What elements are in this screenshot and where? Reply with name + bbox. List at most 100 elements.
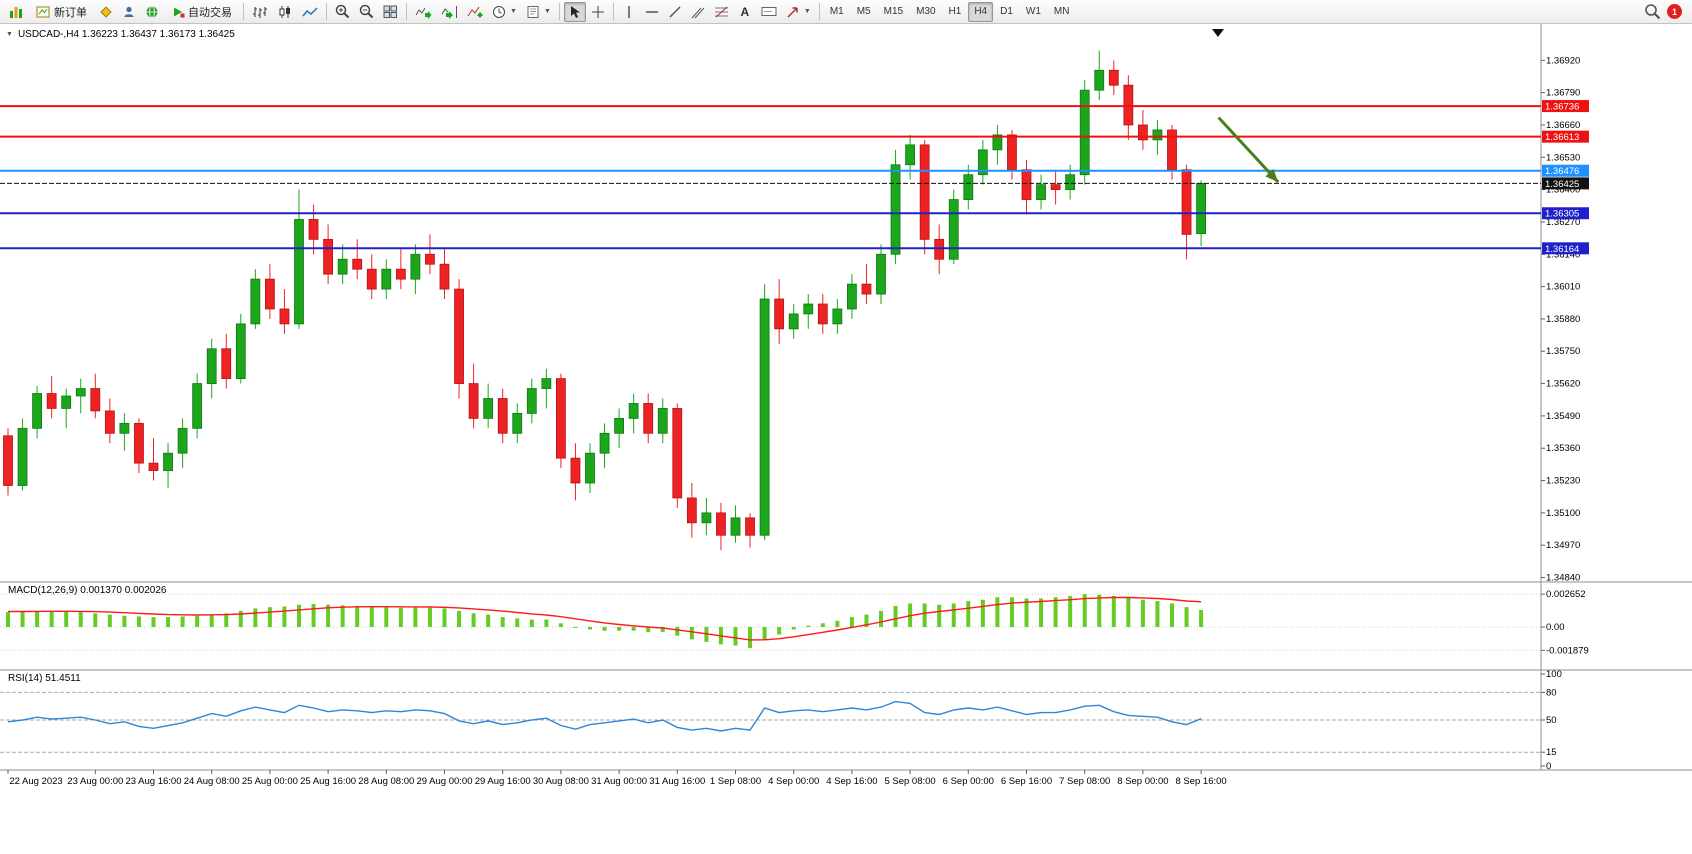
crosshair-tool-button[interactable] [587,2,609,22]
candle-body [206,348,217,384]
candle-body [497,398,508,434]
price-line-label-box [1542,207,1589,220]
macd-histogram-bar [762,627,767,640]
candlestick-chart-icon [279,5,290,18]
tile-windows-button[interactable] [379,2,402,22]
indicators-button[interactable] [463,2,487,22]
macd-histogram-bar [1009,597,1014,627]
time-axis-label: 31 Aug 00:00 [591,776,647,787]
community-button[interactable] [141,2,163,22]
macd-histogram-bar [980,599,985,627]
macd-histogram-bar [471,613,476,627]
candle-body [308,219,319,240]
timeframe-button-d1[interactable]: D1 [1000,6,1013,17]
timeframe-button-m30[interactable]: M30 [916,6,936,17]
macd-histogram-bar [748,627,753,649]
chart-shift-button[interactable] [437,2,462,22]
new-order-button[interactable]: 新订单 [29,2,94,22]
macd-histogram-bar [1024,598,1029,627]
chart-shift-marker[interactable] [1212,29,1224,37]
zoom-in-button[interactable] [331,2,354,22]
candle-body [686,497,697,524]
candle-body [876,253,886,295]
candle-body [366,268,377,290]
candle-body [468,383,479,419]
vertical-line-tool-button[interactable] [618,2,640,22]
macd-histogram-bar [675,627,680,636]
bar-chart-button[interactable] [248,2,272,22]
candle-body [817,303,828,325]
candle-body [745,517,755,536]
price-scale-label: 1.36790 [1546,88,1580,99]
timeframe-button-mn[interactable]: MN [1053,6,1070,17]
macd-histogram-bar [457,610,462,627]
price-scale-label: 1.35230 [1546,476,1580,487]
one-click-trading-toggle[interactable]: ▼ [6,31,13,38]
toolbar-separator [612,3,614,20]
templates-dropdown[interactable]: ▼ [522,2,555,22]
horizontal-line-tool-button[interactable] [641,2,663,22]
macd-histogram-bar [340,605,345,627]
macd-histogram-bar [922,603,927,627]
metaeditor-button[interactable] [95,2,117,22]
zoom-out-button[interactable] [355,2,378,22]
timeframe-button-m1[interactable]: M1 [829,6,844,17]
periods-dropdown[interactable]: ▼ [488,2,521,22]
candle-body [774,298,785,330]
macd-histogram-bar [689,627,694,640]
candle-body [847,283,857,310]
timeframe-button-h1[interactable]: H1 [948,6,962,17]
autotrading-button[interactable]: 自动交易 [164,2,239,22]
candlestick-chart-button[interactable] [273,2,297,22]
timeframe-button-m5[interactable]: M5 [856,6,871,17]
price-scale-area[interactable] [1541,24,1692,770]
macd-histogram-bar [180,616,185,627]
candle-body [221,348,232,379]
macd-histogram-bar [966,600,971,627]
trendline-icon [669,5,681,18]
candle-body [1094,69,1105,91]
chevron-down-icon: ▼ [803,8,811,15]
search-icon[interactable] [1644,3,1661,20]
channel-icon [691,7,705,18]
timeframe-button-w1[interactable]: W1 [1025,6,1041,17]
chart-plot-area[interactable] [0,24,1541,770]
fibonacci-tool-button[interactable] [710,2,733,22]
candle-body [323,238,334,275]
chart-title: USDCAD-,H4 1.36223 1.36437 1.36173 1.364… [17,29,235,40]
candle-body [716,512,726,536]
candle-body [919,144,930,240]
cursor-tool-button[interactable] [563,1,586,22]
arrows-tool-dropdown[interactable]: ▼ [782,2,815,22]
horizontal-line-icon [645,10,658,13]
line-chart-button[interactable] [298,2,322,22]
time-scale-area[interactable] [0,770,1692,788]
timeframe-button-m15[interactable]: M15 [883,6,904,17]
text-tool-button[interactable]: A [734,2,756,22]
autoscroll-button[interactable] [411,2,436,22]
macd-histogram-bar [253,608,258,627]
macd-histogram-bar [78,612,83,627]
candle-body [32,393,42,429]
candle-body [410,253,421,280]
macd-histogram-bar [311,604,316,627]
macd-histogram-bar [224,613,229,627]
new-chart-button[interactable] [4,2,28,22]
notification-badge[interactable]: 1 [1667,4,1682,19]
macd-histogram-bar [136,616,141,627]
arrow-annotation[interactable] [1217,116,1280,184]
user-profile-button[interactable] [118,2,140,22]
macd-histogram-bar [529,619,534,627]
candle-body [992,134,1003,151]
label-tool-button[interactable] [757,2,781,22]
macd-histogram-bar [326,604,331,627]
timeframe-button-h4[interactable]: H4 [968,1,994,22]
bid-price-label-box [1542,177,1589,190]
channel-tool-button[interactable] [687,2,709,22]
trendline-tool-button[interactable] [664,2,686,22]
price-scale-label: 1.35360 [1546,443,1580,454]
macd-histogram-bar [588,627,592,630]
macd-histogram-bar [442,608,447,627]
candle-body [1108,69,1119,86]
